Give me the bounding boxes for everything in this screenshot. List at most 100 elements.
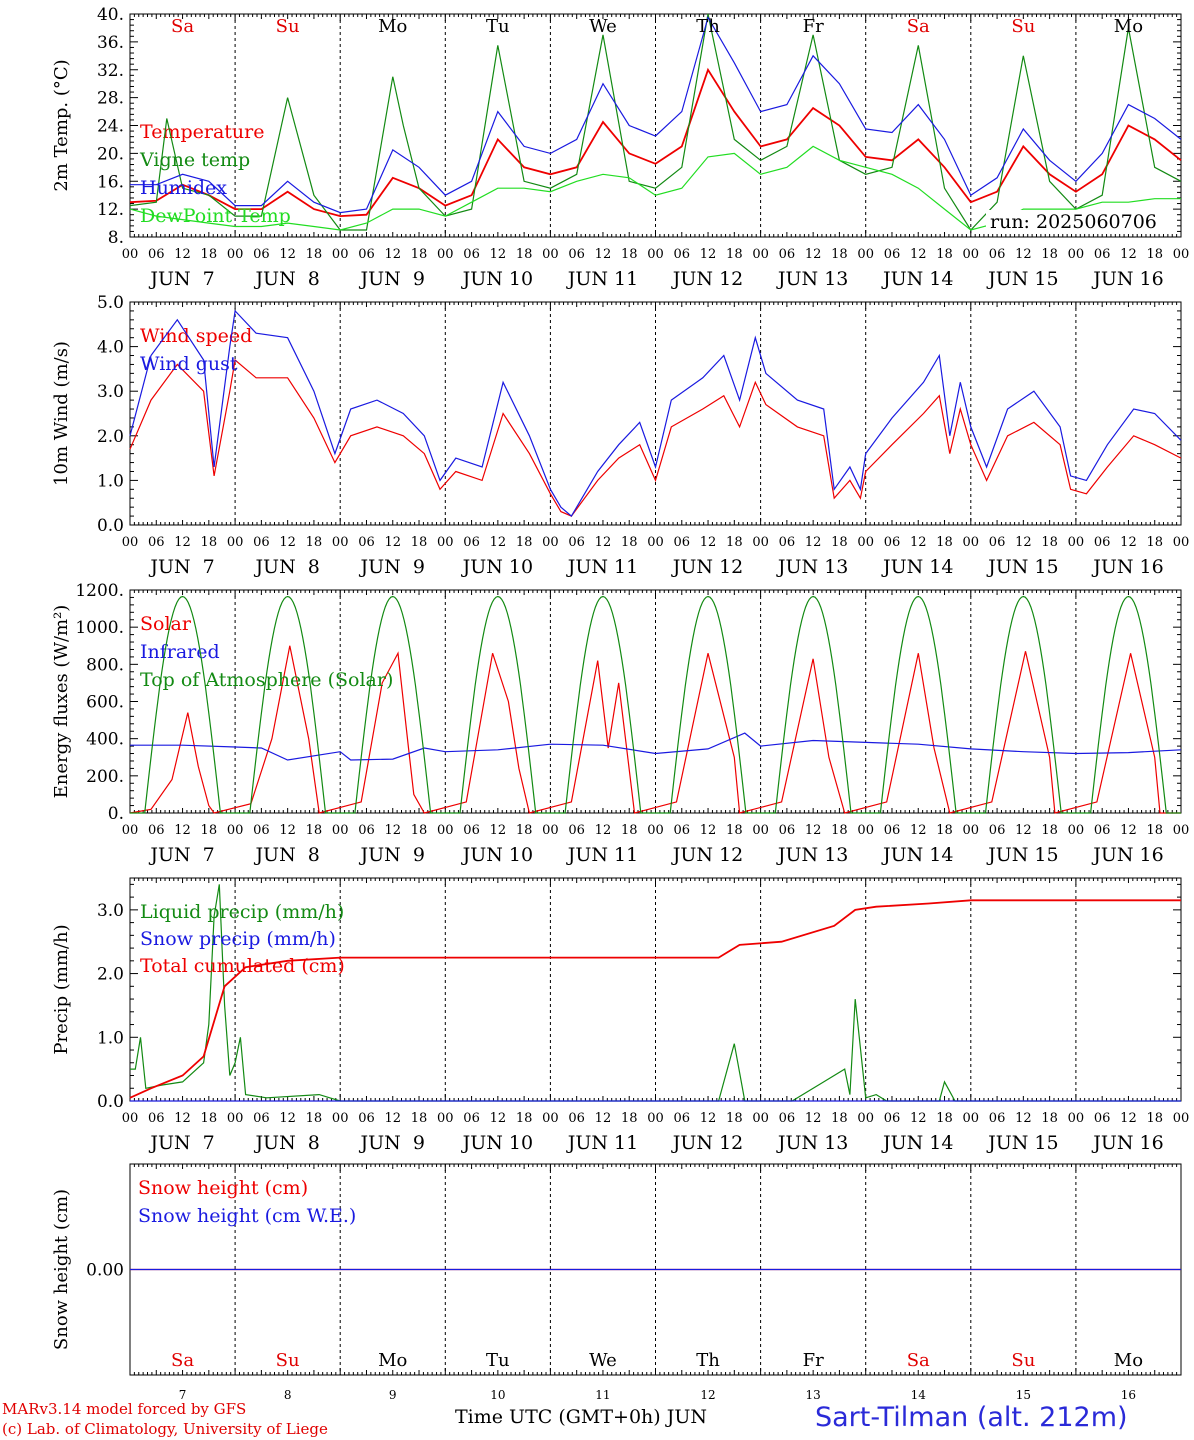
- date-label: JUN 10: [461, 268, 533, 290]
- hour-label: 06: [463, 247, 480, 262]
- date-label: JUN 14: [881, 556, 953, 578]
- hour-label: 12: [700, 1111, 717, 1126]
- hour-label: 06: [463, 535, 480, 550]
- day-number-label: 9: [389, 1388, 397, 1402]
- hour-label: 00: [857, 247, 874, 262]
- hour-label: 00: [963, 535, 980, 550]
- hour-label: 00: [752, 247, 769, 262]
- hour-label: 18: [726, 823, 743, 838]
- series-line: [129, 13, 1182, 231]
- hour-label: 12: [805, 1111, 822, 1126]
- hour-label: 12: [490, 535, 507, 550]
- y-tick-label: 36.: [97, 33, 124, 53]
- panel-5: 0.00 Snow height (cm) Snow height (cm) Snow…: [51, 1163, 1182, 1402]
- date-label: JUN 15: [986, 1132, 1058, 1154]
- date-label: JUN 15: [986, 268, 1058, 290]
- day-of-week-label: Tu: [486, 16, 510, 37]
- date-label: JUN 11: [566, 556, 638, 578]
- hour-label: 18: [201, 1111, 218, 1126]
- date-label: JUN 7: [148, 1132, 214, 1154]
- hour-label: 00: [542, 247, 559, 262]
- hour-label: 18: [726, 1111, 743, 1126]
- hour-label: 00: [647, 535, 664, 550]
- hour-label: 12: [174, 247, 191, 262]
- series-line: [130, 884, 1181, 1102]
- date-label: JUN 8: [253, 268, 319, 290]
- day-of-week-label: Mo: [1114, 1350, 1143, 1371]
- date-label: JUN 11: [566, 844, 638, 866]
- legend-entry: DewPoint Temp: [140, 205, 291, 227]
- hour-label: 00: [227, 1111, 244, 1126]
- hour-label: 18: [306, 535, 323, 550]
- date-label: JUN 10: [461, 844, 533, 866]
- date-label: JUN 14: [881, 1132, 953, 1154]
- y-tick-label: 20.: [97, 144, 124, 164]
- hour-label: 18: [516, 535, 533, 550]
- hour-label: 06: [1094, 1111, 1111, 1126]
- hour-label: 12: [384, 1111, 401, 1126]
- hour-label: 18: [1041, 823, 1058, 838]
- hour-label: 00: [122, 535, 139, 550]
- day-of-week-label: Tu: [486, 1350, 510, 1371]
- hour-label: 12: [384, 535, 401, 550]
- hour-label: 18: [831, 247, 848, 262]
- day-of-week-label: We: [589, 1350, 617, 1371]
- hour-label: 12: [279, 247, 296, 262]
- hour-label: 06: [989, 823, 1006, 838]
- hour-label: 12: [910, 247, 927, 262]
- day-number-label: 11: [595, 1388, 610, 1402]
- hour-label: 18: [201, 535, 218, 550]
- hour-label: 12: [490, 1111, 507, 1126]
- hour-label: 18: [1041, 1111, 1058, 1126]
- hour-label: 12: [595, 823, 612, 838]
- hour-label: 06: [674, 247, 691, 262]
- hour-label: 18: [831, 535, 848, 550]
- hour-label: 06: [674, 823, 691, 838]
- hour-label: 06: [779, 1111, 796, 1126]
- day-number-label: 10: [490, 1388, 505, 1402]
- date-label: JUN 7: [148, 844, 214, 866]
- date-label: JUN 13: [776, 1132, 848, 1154]
- hour-label: 06: [253, 535, 270, 550]
- hour-label: 12: [490, 823, 507, 838]
- hour-label: 00: [1173, 1111, 1190, 1126]
- day-of-week-label: We: [589, 16, 617, 37]
- hour-label: 00: [542, 1111, 559, 1126]
- day-of-week-label: Fr: [803, 1350, 824, 1371]
- day-of-week-label: Sa: [907, 1350, 930, 1371]
- hour-label: 12: [1120, 535, 1137, 550]
- date-label: JUN 9: [359, 844, 425, 866]
- hour-label: 00: [1173, 247, 1190, 262]
- hour-label: 12: [174, 535, 191, 550]
- date-label: JUN 9: [359, 556, 425, 578]
- hour-label: 06: [568, 535, 585, 550]
- hour-label: 00: [542, 535, 559, 550]
- y-tick-label: 2.0: [97, 965, 124, 985]
- hour-label: 18: [411, 247, 428, 262]
- date-label: JUN 8: [253, 556, 319, 578]
- hour-label: 18: [831, 823, 848, 838]
- hour-label: 06: [674, 1111, 691, 1126]
- annotation-background: [986, 210, 1168, 234]
- hour-label: 12: [910, 535, 927, 550]
- hour-label: 18: [1041, 535, 1058, 550]
- date-label: JUN 15: [986, 556, 1058, 578]
- hour-label: 18: [1146, 1111, 1163, 1126]
- y-axis-label: Precip (mm/h): [51, 924, 72, 1054]
- hour-label: 12: [1120, 1111, 1137, 1126]
- plot-frame: [129, 589, 1182, 814]
- date-label: JUN 16: [1091, 268, 1163, 290]
- hour-label: 12: [1015, 1111, 1032, 1126]
- hour-label: 18: [726, 247, 743, 262]
- hour-label: 18: [936, 247, 953, 262]
- day-of-week-label: Sa: [907, 16, 930, 37]
- hour-label: 06: [568, 823, 585, 838]
- y-axis-label: 2m Temp. (°C): [51, 59, 72, 191]
- date-label: JUN 16: [1091, 556, 1163, 578]
- hour-label: 12: [279, 1111, 296, 1126]
- hour-label: 00: [1173, 823, 1190, 838]
- hour-label: 06: [253, 247, 270, 262]
- day-number-label: 7: [179, 1388, 187, 1402]
- hour-label: 00: [963, 823, 980, 838]
